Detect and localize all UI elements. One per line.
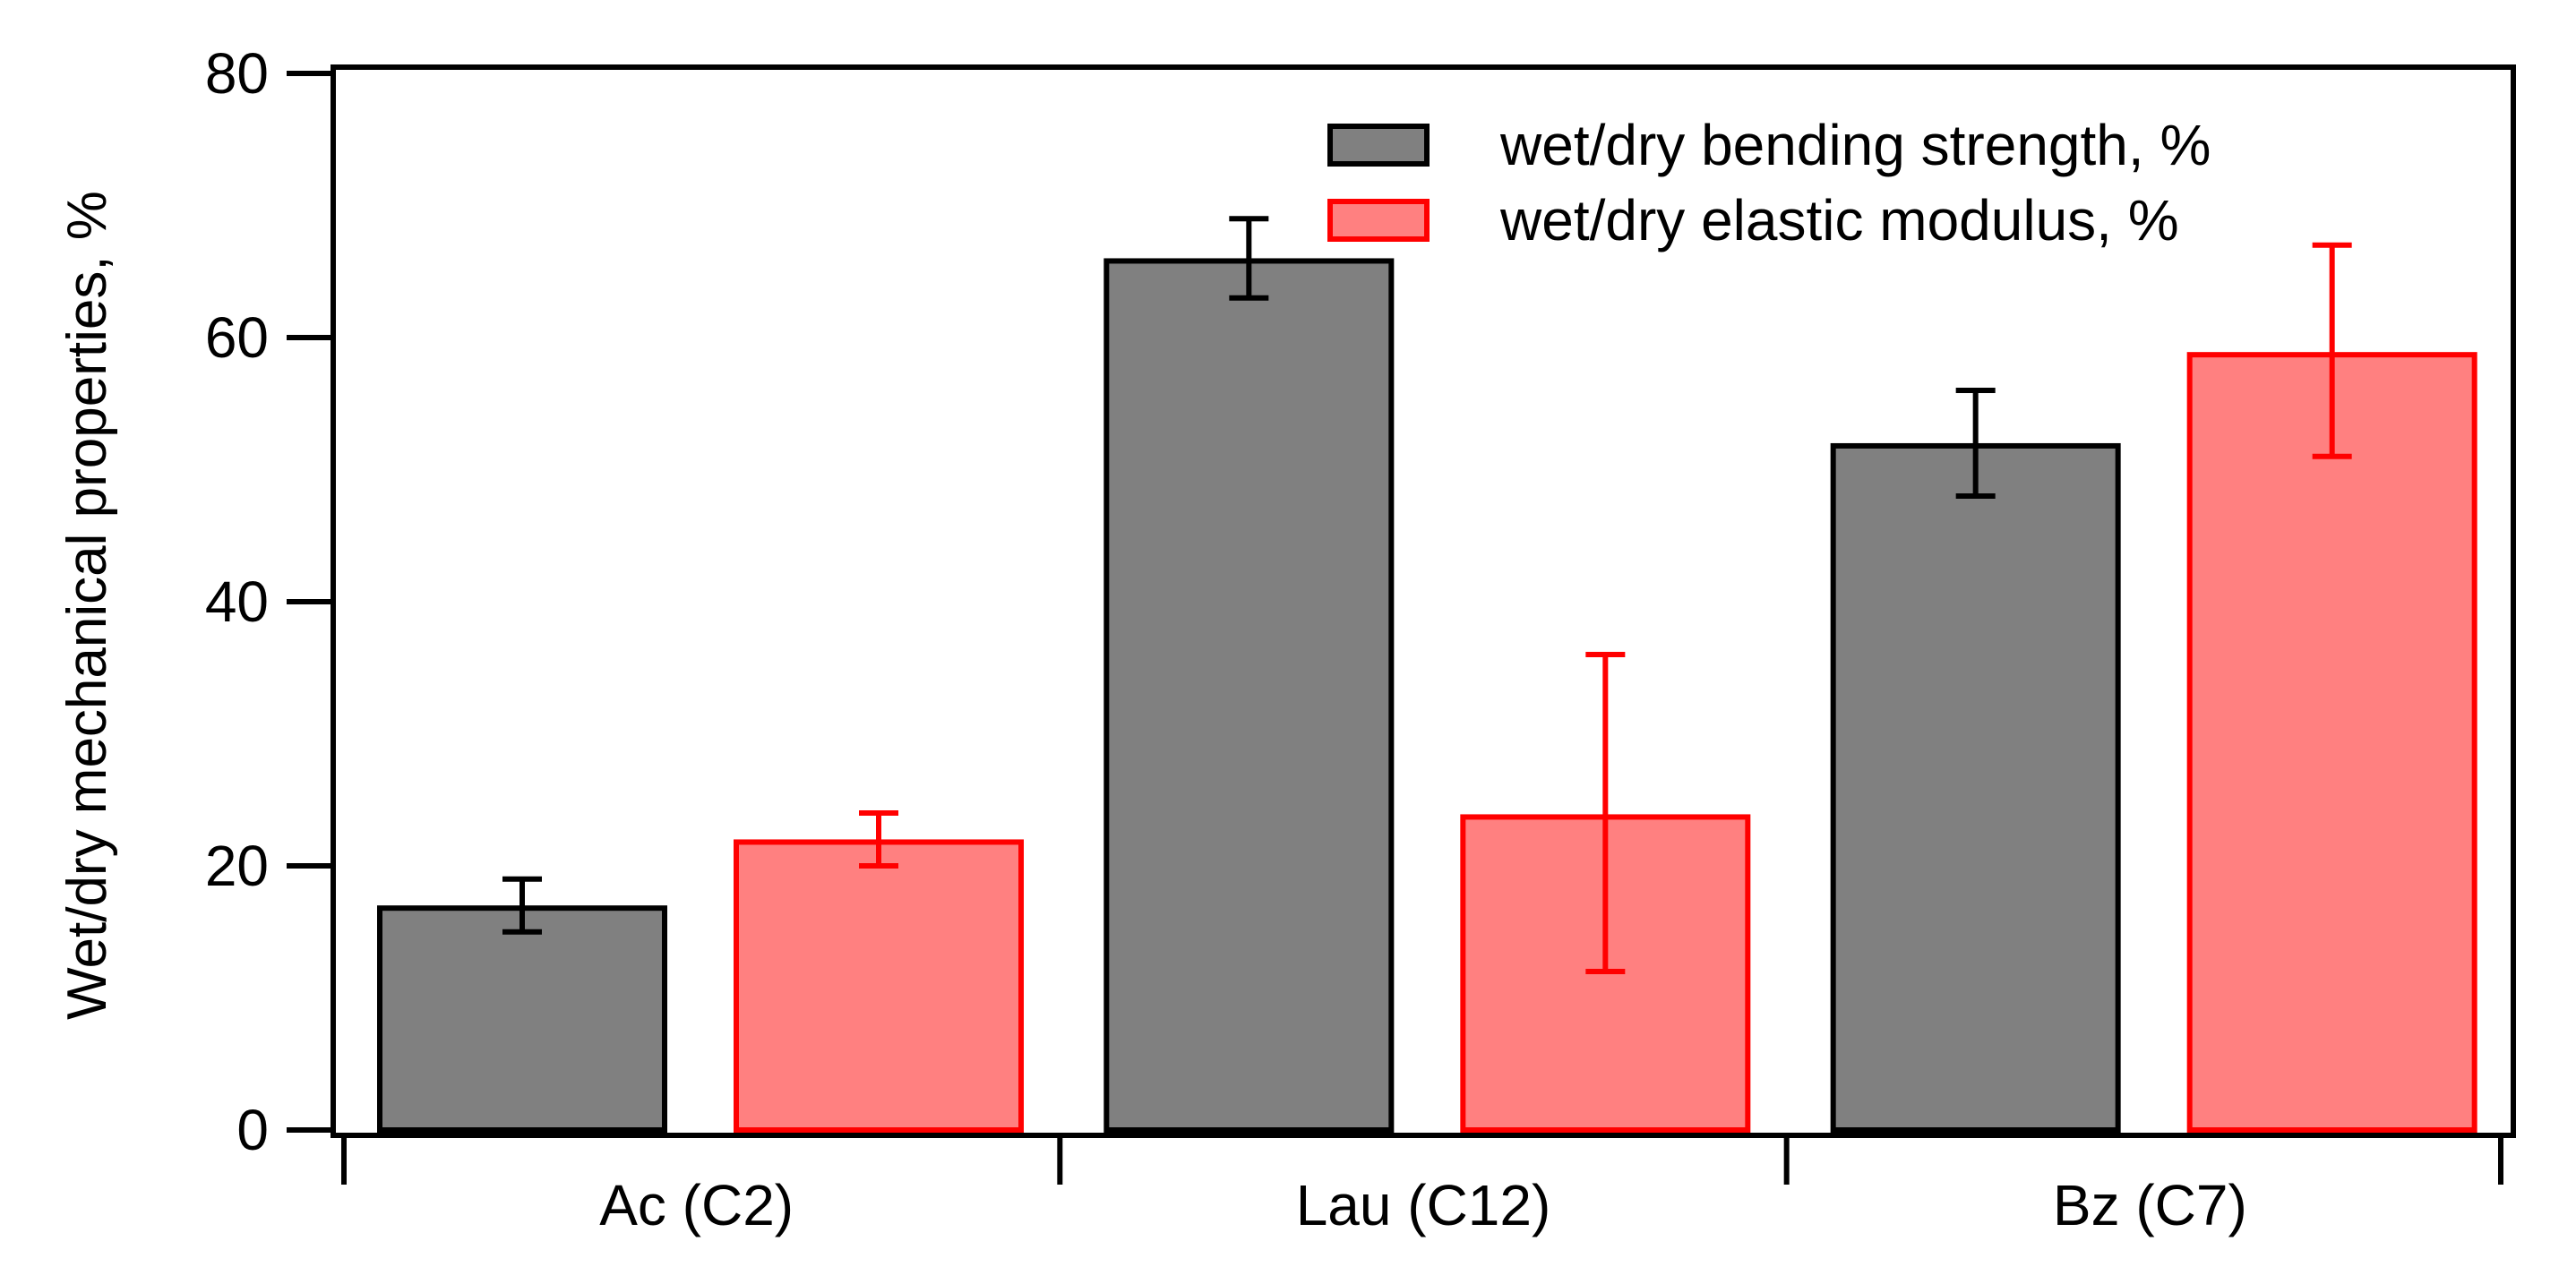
axes-layer: 0 20 40 60 80 Ac (C2) Lau (C12) Bz (C7) [205, 41, 2503, 1237]
legend-swatch [1327, 199, 1430, 242]
bar [1830, 442, 2121, 1133]
y-axis-title: Wet/dry mechanical properties, % [56, 191, 118, 1020]
x-tick-label: Bz (C7) [2053, 1173, 2247, 1237]
x-tick-label: Lau (C12) [1296, 1173, 1551, 1237]
bars-layer [377, 258, 2477, 1134]
y-tick-label: 40 [205, 569, 269, 634]
legend-label: wet/dry elastic modulus, % [1499, 188, 2179, 253]
legend-label: wet/dry bending strength, % [1499, 113, 2211, 177]
legend: wet/dry bending strength, % wet/dry elast… [1327, 113, 2211, 253]
error-bars-layer [502, 216, 2352, 974]
bar [1103, 258, 1395, 1133]
y-tick-label: 0 [236, 1098, 269, 1162]
y-tick-label: 20 [205, 834, 269, 898]
y-tick-label: 60 [205, 305, 269, 370]
bar [734, 839, 1024, 1133]
y-tick-label: 80 [205, 41, 269, 106]
legend-swatch [1327, 124, 1430, 167]
bar [2186, 352, 2477, 1133]
bar [377, 905, 667, 1134]
x-tick-label: Ac (C2) [599, 1173, 794, 1237]
